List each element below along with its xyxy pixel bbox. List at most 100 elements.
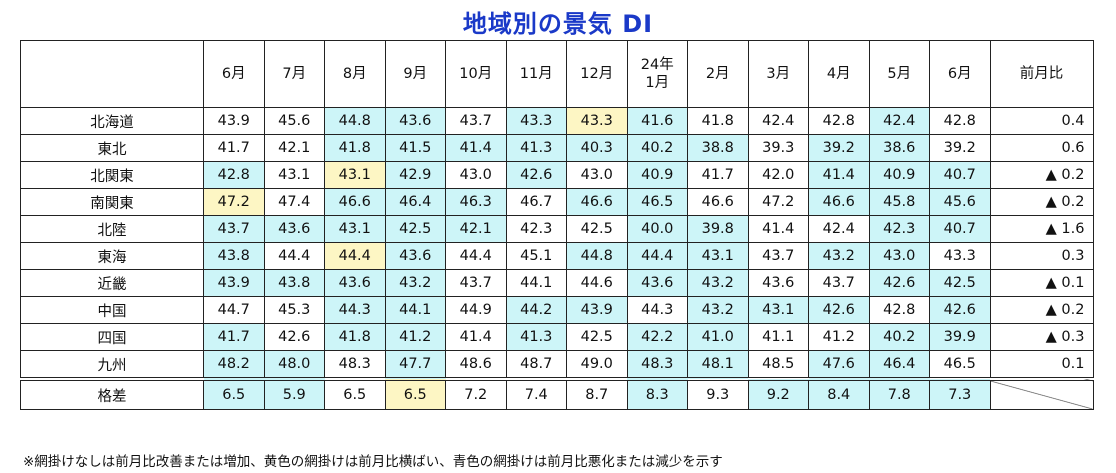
di-value-cell: 47.7 [384, 350, 446, 380]
di-value-cell: 44.3 [626, 296, 688, 324]
di-value-cell: 43.6 [384, 107, 446, 135]
di-value-cell: 46.6 [808, 188, 870, 216]
di-value-cell: 6.5 [324, 377, 386, 410]
change-cell: ▲ 0.2 [989, 188, 1094, 216]
di-value-cell: 38.6 [868, 134, 930, 162]
di-value-cell: 8.4 [808, 377, 870, 410]
di-value-cell: 41.8 [324, 323, 386, 351]
di-value-cell: 41.5 [384, 134, 446, 162]
di-value-cell: 43.7 [445, 269, 507, 297]
di-value-cell: 7.4 [505, 377, 567, 410]
region-name: 東北 [20, 134, 204, 162]
di-value-cell: 42.5 [929, 269, 991, 297]
di-value-cell: 44.6 [566, 269, 628, 297]
di-value-cell: 44.8 [566, 242, 628, 270]
month-header: 24年 1月 [626, 40, 688, 108]
di-value-cell: 42.8 [868, 296, 930, 324]
page-title: 地域別の景気 DI [462, 10, 654, 38]
di-value-cell: 47.2 [203, 188, 265, 216]
di-value-cell: 38.8 [687, 134, 749, 162]
di-value-cell: 46.3 [445, 188, 507, 216]
region-name: 中国 [20, 296, 204, 324]
change-cell: 0.6 [989, 134, 1094, 162]
di-value-cell: 41.4 [445, 323, 507, 351]
region-name: 北関東 [20, 161, 204, 189]
change-cell: ▲ 0.2 [989, 161, 1094, 189]
di-value-cell: 43.3 [505, 107, 567, 135]
di-value-cell: 43.0 [445, 161, 507, 189]
month-header: 8月 [324, 40, 386, 108]
di-value-cell: 46.6 [687, 188, 749, 216]
di-value-cell: 45.3 [263, 296, 325, 324]
di-value-cell: 44.4 [626, 242, 688, 270]
di-value-cell: 42.6 [808, 296, 870, 324]
di-value-cell: 46.7 [505, 188, 567, 216]
change-header: 前月比 [989, 40, 1094, 108]
month-header: 11月 [505, 40, 567, 108]
change-cell: 0.1 [989, 350, 1094, 380]
di-value-cell: 44.2 [505, 296, 567, 324]
di-value-cell: 8.3 [626, 377, 688, 410]
di-value-cell: 46.6 [324, 188, 386, 216]
change-cell: ▲ 0.3 [989, 323, 1094, 351]
change-cell: ▲ 1.6 [989, 215, 1094, 243]
di-value-cell: 43.2 [384, 269, 446, 297]
di-value-cell: 41.2 [384, 323, 446, 351]
di-value-cell: 43.0 [868, 242, 930, 270]
di-value-cell: 47.6 [808, 350, 870, 380]
di-value-cell: 48.5 [747, 350, 809, 380]
table-row: 近畿 43.9 43.8 43.6 43.2 43.7 44.1 44.6 43.6 43.2 43… [20, 269, 1094, 297]
di-value-cell: 43.8 [203, 242, 265, 270]
di-value-cell: 44.1 [505, 269, 567, 297]
di-value-cell: 39.2 [808, 134, 870, 162]
di-value-cell: 42.8 [929, 107, 991, 135]
di-value-cell: 43.0 [566, 161, 628, 189]
di-value-cell: 43.6 [324, 269, 386, 297]
month-header: 10月 [445, 40, 507, 108]
di-value-cell: 43.7 [747, 242, 809, 270]
di-value-cell: 41.3 [505, 134, 567, 162]
di-value-cell: 45.8 [868, 188, 930, 216]
di-value-cell: 42.8 [203, 161, 265, 189]
di-value-cell: 41.8 [687, 107, 749, 135]
month-header: 4月 [808, 40, 870, 108]
change-cell: ▲ 0.2 [989, 296, 1094, 324]
di-value-cell: 45.6 [263, 107, 325, 135]
di-value-cell: 45.6 [929, 188, 991, 216]
di-value-cell: 41.4 [747, 215, 809, 243]
di-value-cell: 39.3 [747, 134, 809, 162]
table-row: 北関東 42.8 43.1 43.1 42.9 43.0 42.6 43.0 40.9 41.7 4… [20, 161, 1094, 189]
footnote: ※網掛けなしは前月比改善または増加、黄色の網掛けは前月比横ばい、青色の網掛けは前… [23, 454, 723, 470]
di-value-cell: 43.2 [808, 242, 870, 270]
di-value-cell: 40.7 [929, 161, 991, 189]
di-value-cell: 44.4 [324, 242, 386, 270]
di-value-cell: 5.9 [263, 377, 325, 410]
header-row: 6月 7月 8月 9月 10月 11月 12月 24年 1月 2月 3月 4月 5月 6月 前月比 [20, 40, 1094, 108]
di-value-cell: 43.1 [324, 161, 386, 189]
month-header: 7月 [263, 40, 325, 108]
table-body: 北海道 43.9 45.6 44.8 43.6 43.7 43.3 43.3 41.6 41.8 4… [20, 107, 1094, 410]
di-value-cell: 48.3 [324, 350, 386, 380]
di-value-cell: 46.6 [566, 188, 628, 216]
month-header: 2月 [687, 40, 749, 108]
di-value-cell: 42.6 [929, 296, 991, 324]
di-value-cell: 41.3 [505, 323, 567, 351]
table-row: 南関東 47.2 47.4 46.6 46.4 46.3 46.7 46.6 46.5 46.6 4… [20, 188, 1094, 216]
change-cell: 0.3 [989, 242, 1094, 270]
di-value-cell: 41.1 [747, 323, 809, 351]
di-value-cell: 47.2 [747, 188, 809, 216]
di-value-cell: 43.6 [384, 242, 446, 270]
di-value-cell: 43.3 [566, 107, 628, 135]
month-header: 9月 [384, 40, 446, 108]
di-value-cell: 46.4 [384, 188, 446, 216]
di-value-cell: 44.8 [324, 107, 386, 135]
di-value-cell: 41.0 [687, 323, 749, 351]
di-value-cell: 43.1 [687, 242, 749, 270]
di-value-cell: 43.1 [263, 161, 325, 189]
di-value-cell: 41.6 [626, 107, 688, 135]
month-header: 5月 [868, 40, 930, 108]
di-value-cell: 8.7 [566, 377, 628, 410]
table-row: 東北 41.7 42.1 41.8 41.5 41.4 41.3 40.3 40.2 38.8 39… [20, 134, 1094, 162]
di-value-cell: 48.7 [505, 350, 567, 380]
di-value-cell: 44.4 [263, 242, 325, 270]
